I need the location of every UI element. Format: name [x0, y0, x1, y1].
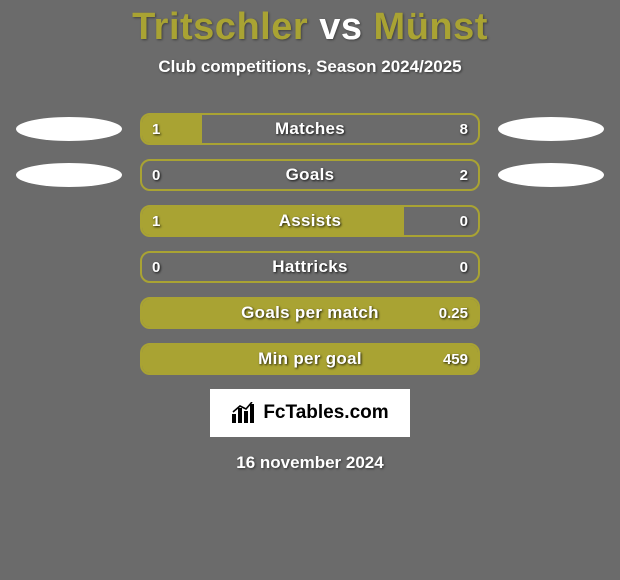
- footer-date: 16 november 2024: [0, 453, 620, 473]
- title-player2: Münst: [374, 6, 488, 48]
- player-oval-right: [498, 163, 604, 187]
- stat-row: 10Assists: [10, 205, 610, 237]
- footer-logo: FcTables.com: [210, 389, 410, 437]
- stat-bar: 18Matches: [140, 113, 480, 145]
- stat-label: Goals per match: [142, 299, 478, 327]
- stat-bar: 00Hattricks: [140, 251, 480, 283]
- stat-label: Goals: [142, 161, 478, 189]
- subtitle: Club competitions, Season 2024/2025: [0, 57, 620, 77]
- stat-bar: 0.25Goals per match: [140, 297, 480, 329]
- stat-row: 18Matches: [10, 113, 610, 145]
- title-player1: Tritschler: [132, 6, 308, 48]
- player-oval-left: [16, 117, 122, 141]
- comparison-infographic: Tritschler vs Münst Club competitions, S…: [0, 0, 620, 580]
- title-vs: vs: [319, 6, 362, 48]
- stat-row: 02Goals: [10, 159, 610, 191]
- stat-row: 00Hattricks: [10, 251, 610, 283]
- player-oval-right: [498, 117, 604, 141]
- page-title: Tritschler vs Münst: [0, 0, 620, 49]
- stat-bar: 02Goals: [140, 159, 480, 191]
- stat-label: Assists: [142, 207, 478, 235]
- stat-row: 0.25Goals per match: [10, 297, 610, 329]
- footer-logo-text: FcTables.com: [263, 402, 388, 424]
- stat-bar: 459Min per goal: [140, 343, 480, 375]
- bar-chart-icon: [231, 402, 257, 424]
- player-oval-left: [16, 163, 122, 187]
- stat-bar: 10Assists: [140, 205, 480, 237]
- stat-label: Hattricks: [142, 253, 478, 281]
- stat-row: 459Min per goal: [10, 343, 610, 375]
- stat-label: Min per goal: [142, 345, 478, 373]
- stat-label: Matches: [142, 115, 478, 143]
- stat-rows: 18Matches 02Goals 10Assists 00Hattricks 0.25…: [0, 113, 620, 375]
